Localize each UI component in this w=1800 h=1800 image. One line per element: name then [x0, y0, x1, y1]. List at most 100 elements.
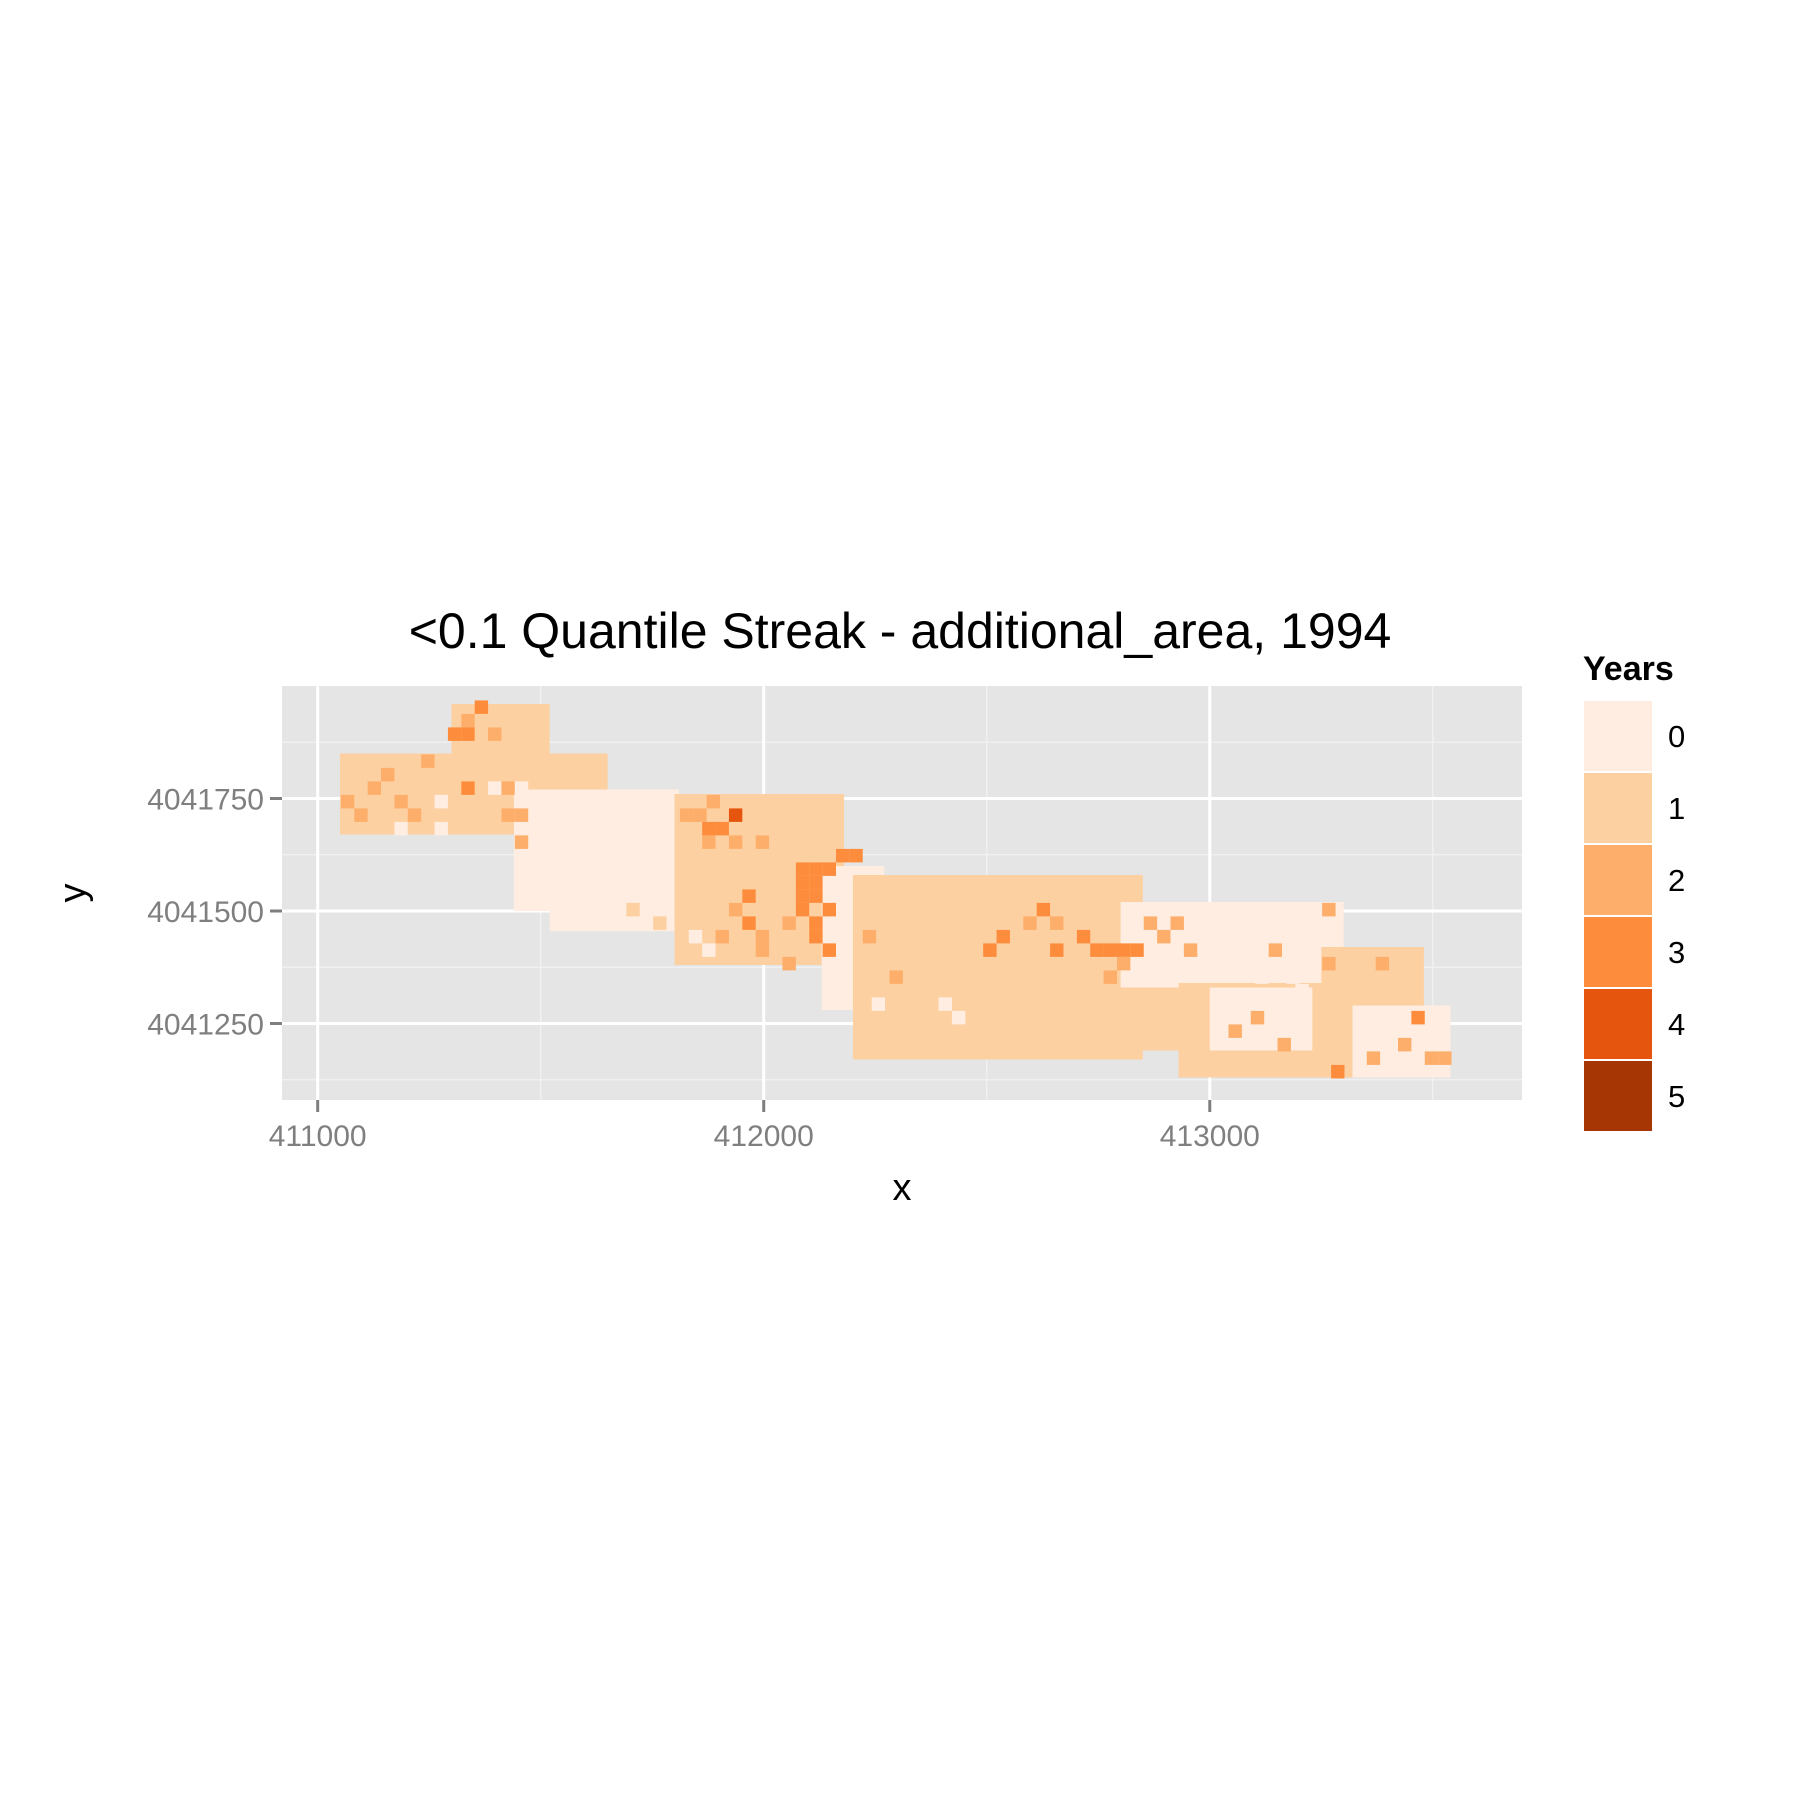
heatmap-region — [549, 884, 688, 932]
y-tick-label: 4041500 — [147, 896, 264, 929]
heatmap-cell — [849, 848, 863, 863]
heatmap-cell — [367, 781, 382, 795]
heatmap-cell — [1268, 943, 1283, 957]
heatmap-cell — [809, 862, 823, 876]
heatmap-cell — [809, 929, 823, 944]
heatmap-cell — [1116, 943, 1131, 957]
y-axis: 4041250 4041500 4041750 y — [52, 784, 282, 1042]
heatmap-cell — [1036, 902, 1051, 917]
heatmap-cell — [653, 916, 667, 930]
heatmap-cell — [715, 821, 729, 836]
heatmap-cell — [809, 889, 823, 903]
heatmap-cell — [1331, 1064, 1345, 1079]
heatmap-cell — [693, 808, 707, 822]
heatmap-cell — [1398, 1037, 1412, 1052]
plot-panel — [282, 686, 1522, 1100]
heatmap-cell — [1255, 970, 1269, 984]
x-axis: 411000 412000 413000 x — [269, 1100, 1260, 1209]
heatmap-cell — [1143, 916, 1158, 930]
heatmap-cell — [434, 794, 448, 809]
heatmap-cell — [394, 794, 408, 809]
heatmap-cell — [1228, 1024, 1242, 1038]
heatmap-cell — [1295, 983, 1309, 998]
legend-key — [1582, 699, 1654, 773]
heatmap-cell — [715, 929, 729, 944]
heatmap-cell — [983, 943, 997, 957]
heatmap-cell — [782, 916, 796, 930]
x-axis-label: x — [893, 1167, 912, 1209]
x-tick-label: 413000 — [1160, 1120, 1260, 1153]
heatmap-cell — [809, 875, 823, 890]
heatmap-cell — [1076, 929, 1091, 944]
heatmap-cell — [795, 902, 810, 917]
heatmap-cells — [340, 700, 1452, 1079]
heatmap-cell — [488, 781, 502, 795]
heatmap-cell — [688, 929, 703, 944]
heatmap-cell — [996, 929, 1010, 944]
heatmap-cell — [434, 821, 448, 836]
heatmap-cell — [1277, 1037, 1291, 1052]
legend-title: Years — [1583, 650, 1674, 688]
heatmap-cell — [795, 875, 810, 890]
heatmap-cell — [394, 821, 408, 836]
legend-key — [1582, 915, 1654, 989]
heatmap-cell — [461, 781, 475, 795]
heatmap-cell — [1424, 1051, 1439, 1065]
x-tick-label: 412000 — [714, 1120, 814, 1153]
heatmap-cell — [938, 997, 952, 1011]
heatmap-cell — [782, 956, 796, 971]
legend-label: 4 — [1668, 1007, 1685, 1042]
heatmap-cell — [822, 862, 836, 876]
heatmap-cell — [514, 808, 529, 822]
y-tick-label: 4041750 — [147, 784, 264, 817]
heatmap-cell — [488, 727, 502, 741]
heatmap-cell — [421, 754, 435, 768]
legend-label: 5 — [1668, 1079, 1685, 1114]
heatmap-cell — [514, 835, 529, 849]
heatmap-cell — [1103, 970, 1117, 984]
heatmap-cell — [871, 997, 886, 1011]
heatmap-cell — [728, 835, 743, 849]
heatmap-cell — [501, 808, 515, 822]
heatmap-cell — [1050, 943, 1064, 957]
heatmap-cell — [755, 835, 770, 849]
heatmap-cell — [795, 889, 810, 903]
heatmap-cell — [626, 902, 640, 917]
y-tick-label: 4041250 — [147, 1009, 264, 1042]
heatmap-cell — [461, 727, 475, 741]
legend-label: 1 — [1668, 791, 1685, 826]
heatmap-region — [1120, 902, 1344, 988]
heatmap-cell — [447, 727, 462, 741]
heatmap-cell — [407, 808, 422, 822]
heatmap-cell — [501, 781, 515, 795]
heatmap-cell — [1090, 943, 1104, 957]
heatmap-cell — [1157, 929, 1171, 944]
heatmap-cell — [706, 794, 721, 809]
heatmap-cell — [702, 835, 716, 849]
heatmap-cell — [474, 700, 489, 714]
legend-key — [1582, 771, 1654, 845]
heatmap-cell — [755, 943, 770, 957]
legend-label: 0 — [1668, 719, 1685, 754]
heatmap-cell — [1322, 956, 1336, 971]
heatmap-cell — [742, 889, 756, 903]
heatmap-cell — [1322, 902, 1336, 917]
heatmap-cell — [679, 808, 694, 822]
heatmap-cell — [340, 794, 355, 809]
heatmap-cell — [755, 929, 770, 944]
heatmap-cell — [1116, 956, 1131, 971]
heatmap-cell — [795, 862, 810, 876]
heatmap-cell — [702, 821, 716, 836]
heatmap-cell — [1183, 943, 1198, 957]
heatmap-cell — [354, 808, 368, 822]
legend-label: 2 — [1668, 863, 1685, 898]
heatmap-cell — [1130, 943, 1144, 957]
chart-title: <0.1 Quantile Streak - additional_area, … — [409, 603, 1392, 659]
y-axis-label: y — [52, 884, 94, 903]
heatmap-cell — [461, 713, 475, 728]
heatmap-cell — [381, 767, 395, 782]
heatmap-cell — [728, 902, 743, 917]
heatmap-cell — [1250, 1010, 1265, 1025]
heatmap-cell — [822, 902, 836, 917]
heatmap-cell — [514, 781, 529, 795]
